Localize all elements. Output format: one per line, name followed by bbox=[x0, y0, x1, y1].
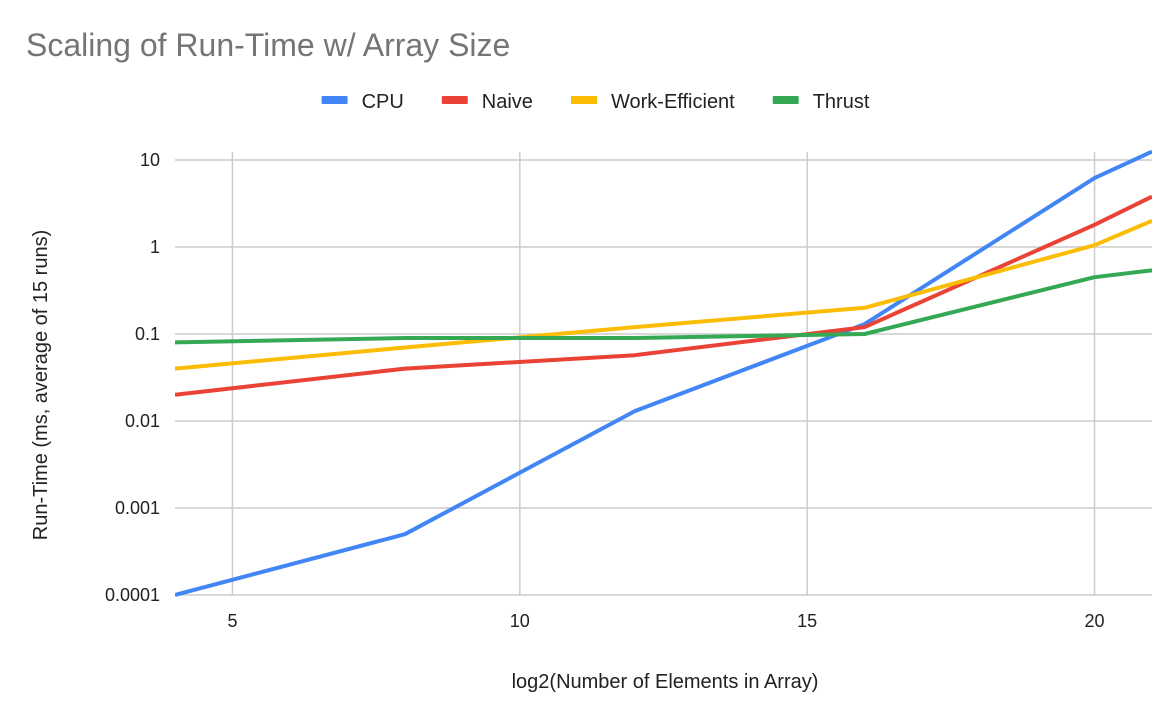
legend-swatch-cpu bbox=[321, 96, 348, 104]
x-tick-label: 15 bbox=[797, 611, 817, 631]
y-axis-ticks: 0.0001 0.001 0.01 0.1 1 10 bbox=[105, 150, 160, 605]
chart-title: Scaling of Run-Time w/ Array Size bbox=[26, 27, 510, 63]
data-point-work-efficient bbox=[173, 367, 177, 371]
data-point-work-efficient bbox=[633, 325, 637, 329]
data-point-work-efficient bbox=[403, 345, 407, 349]
data-point-naive bbox=[403, 367, 407, 371]
y-tick-label: 10 bbox=[140, 150, 160, 170]
y-tick-label: 0.0001 bbox=[105, 585, 160, 605]
y-tick-label: 0.1 bbox=[135, 324, 160, 344]
legend-item-thrust: Thrust bbox=[772, 91, 870, 113]
legend-label-thrust: Thrust bbox=[813, 91, 870, 113]
x-tick-label: 10 bbox=[510, 611, 530, 631]
x-tick-label: 5 bbox=[227, 611, 237, 631]
legend-swatch-work-efficient bbox=[571, 96, 597, 104]
legend-swatch-thrust bbox=[772, 96, 799, 104]
data-point-naive bbox=[173, 393, 177, 397]
legend-item-cpu: CPU bbox=[321, 91, 404, 113]
data-point-thrust bbox=[173, 340, 177, 344]
data-point-work-efficient bbox=[863, 306, 867, 310]
x-axis-label: log2(Number of Elements in Array) bbox=[512, 671, 819, 693]
legend-label-cpu: CPU bbox=[362, 91, 404, 113]
y-tick-label: 1 bbox=[150, 237, 160, 257]
data-point-cpu bbox=[1150, 150, 1154, 154]
data-point-thrust bbox=[1093, 275, 1097, 279]
data-point-thrust bbox=[1150, 268, 1154, 272]
data-point-naive bbox=[1150, 195, 1154, 199]
data-point-cpu bbox=[633, 409, 637, 413]
legend: CPU Naive Work-Efficient Thrust bbox=[321, 91, 870, 113]
legend-item-naive: Naive bbox=[441, 91, 533, 113]
gridlines bbox=[175, 152, 1152, 596]
data-point-thrust bbox=[633, 336, 637, 340]
data-point-cpu bbox=[1093, 176, 1097, 180]
legend-label-work-efficient: Work-Efficient bbox=[611, 91, 735, 113]
data-point-cpu bbox=[403, 532, 407, 536]
y-axis-label: Run-Time (ms, average of 15 runs) bbox=[30, 230, 52, 540]
series-line-naive bbox=[175, 194, 1152, 397]
legend-label-naive: Naive bbox=[482, 91, 533, 113]
legend-item-work-efficient: Work-Efficient bbox=[571, 91, 735, 113]
data-point-naive bbox=[1093, 223, 1097, 227]
data-point-naive bbox=[863, 325, 867, 329]
y-tick-label: 0.01 bbox=[125, 411, 160, 431]
legend-swatch-naive bbox=[441, 96, 468, 104]
data-point-work-efficient bbox=[1150, 219, 1154, 223]
data-point-cpu bbox=[173, 593, 177, 597]
series-line-thrust bbox=[175, 268, 1152, 345]
series-lines bbox=[173, 150, 1154, 597]
series-line-work-efficient bbox=[175, 218, 1152, 371]
data-point-thrust bbox=[863, 332, 867, 336]
data-point-thrust bbox=[403, 336, 407, 340]
data-point-work-efficient bbox=[1093, 243, 1097, 247]
y-tick-label: 0.001 bbox=[115, 498, 160, 518]
data-point-naive bbox=[633, 353, 637, 357]
x-tick-label: 20 bbox=[1085, 611, 1105, 631]
series-line-cpu bbox=[175, 150, 1152, 597]
x-axis-ticks: 5 10 15 20 bbox=[227, 611, 1104, 631]
